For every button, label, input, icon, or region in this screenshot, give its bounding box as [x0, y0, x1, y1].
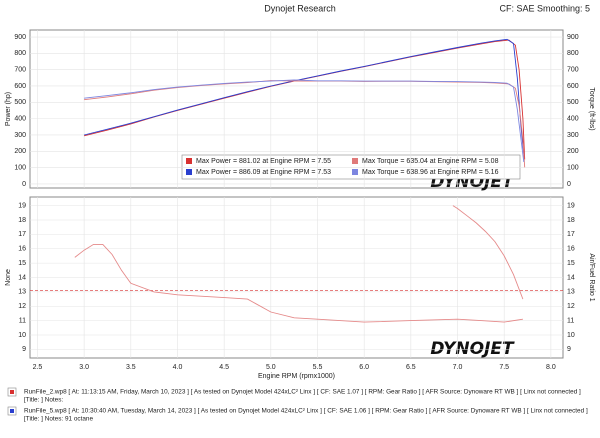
y2-tick-label: 13	[567, 289, 575, 296]
y-tick-label: 13	[18, 289, 26, 296]
y2-tick-label: 15	[567, 260, 575, 267]
y-tick-label: 700	[14, 67, 26, 74]
y2-tick-label: 18	[567, 217, 575, 224]
y-tick-label: 11	[19, 317, 26, 324]
y-tick-label: 10	[18, 332, 26, 339]
y2-tick-label: 800	[567, 50, 579, 57]
y2-axis-label: Torque (ft-lbs)	[588, 87, 595, 130]
y2-tick-label: 200	[567, 148, 579, 155]
series-line	[84, 79, 525, 163]
header-title: Dynojet Research	[264, 3, 336, 13]
run-info: RunFile_2.wp8 [ At: 11:13:15 AM, Friday,…	[24, 389, 581, 396]
legend-marker	[186, 158, 192, 164]
y2-tick-label: 10	[567, 332, 575, 339]
x-tick-label: 3.0	[79, 364, 89, 371]
legend-label: Max Power = 881.02 at Engine RPM = 7.55	[196, 158, 331, 165]
x-tick-label: 5.5	[313, 364, 323, 371]
legend-marker	[352, 158, 358, 164]
y-tick-label: 18	[18, 217, 26, 224]
series-line	[74, 243, 523, 323]
x-tick-label: 6.0	[359, 364, 369, 371]
y-tick-label: 600	[14, 83, 26, 90]
top-frame	[29, 29, 564, 189]
legend-label: Max Torque = 638.96 at Engine RPM = 5.16	[362, 169, 499, 176]
run-color	[10, 409, 14, 413]
y2-tick-label: 400	[567, 115, 579, 122]
run-info: RunFile_5.wp8 [ At: 10:30:40 AM, Tuesday…	[24, 408, 588, 415]
x-axis-label: Engine RPM (rpmx1000)	[258, 373, 335, 380]
x-tick-label: 6.5	[406, 364, 416, 371]
y-tick-label: 15	[18, 260, 26, 267]
y2-tick-label: 900	[567, 34, 579, 41]
y2-tick-label: 14	[567, 274, 575, 281]
y2-tick-label: 700	[567, 67, 579, 74]
logo: DYNOJET	[430, 339, 515, 359]
y-tick-label: 500	[14, 99, 26, 106]
run-color	[10, 390, 14, 394]
y-axis-label: None	[5, 269, 12, 286]
y-tick-label: 900	[14, 34, 26, 41]
legend-marker	[186, 169, 192, 175]
series-line	[452, 205, 524, 300]
y-tick-label: 100	[14, 164, 26, 171]
y2-tick-label: 300	[567, 132, 579, 139]
series-line	[83, 38, 525, 155]
y-tick-label: 300	[14, 132, 26, 139]
legend-label: Max Power = 886.09 at Engine RPM = 7.53	[196, 169, 331, 176]
y2-tick-label: 19	[567, 202, 575, 209]
legend	[181, 154, 521, 180]
legend-label: Max Torque = 635.04 at Engine RPM = 5.08	[362, 158, 499, 165]
y2-tick-label: 0	[567, 181, 571, 188]
y-axis-label: Power (hp)	[5, 92, 12, 126]
x-tick-label: 7.0	[453, 364, 463, 371]
y2-tick-label: 9	[567, 346, 571, 353]
y-tick-label: 0	[22, 181, 26, 188]
x-tick-label: 7.5	[499, 364, 509, 371]
y2-tick-label: 500	[567, 99, 579, 106]
x-tick-label: 4.0	[173, 364, 183, 371]
y-tick-label: 200	[14, 148, 26, 155]
y-tick-label: 19	[18, 202, 26, 209]
y2-tick-label: 100	[567, 164, 579, 171]
series-line	[84, 80, 526, 168]
y-tick-label: 12	[18, 303, 26, 310]
y2-axis-label: Air/Fuel Ratio 1	[588, 253, 595, 301]
header-settings: CF: SAE Smoothing: 5	[499, 3, 590, 13]
series-line	[83, 39, 526, 160]
y2-tick-label: 17	[567, 231, 575, 238]
y-tick-label: 14	[18, 274, 26, 281]
y-tick-label: 9	[22, 346, 26, 353]
x-tick-label: 5.0	[266, 364, 276, 371]
run-notes: [Title: ] Notes: 91 octane	[24, 416, 93, 423]
y2-tick-label: 600	[567, 83, 579, 90]
legend-marker	[352, 169, 358, 175]
y2-tick-label: 12	[567, 303, 575, 310]
run-notes: [Title: ] Notes:	[24, 397, 63, 404]
y-tick-label: 16	[18, 246, 26, 253]
x-tick-label: 2.5	[33, 364, 43, 371]
y2-tick-label: 16	[567, 246, 575, 253]
y2-tick-label: 11	[567, 317, 574, 324]
y-tick-label: 800	[14, 50, 26, 57]
x-tick-label: 4.5	[219, 364, 229, 371]
y-tick-label: 400	[14, 115, 26, 122]
x-tick-label: 3.5	[126, 364, 136, 371]
y-tick-label: 17	[18, 231, 26, 238]
x-tick-label: 8.0	[546, 364, 556, 371]
